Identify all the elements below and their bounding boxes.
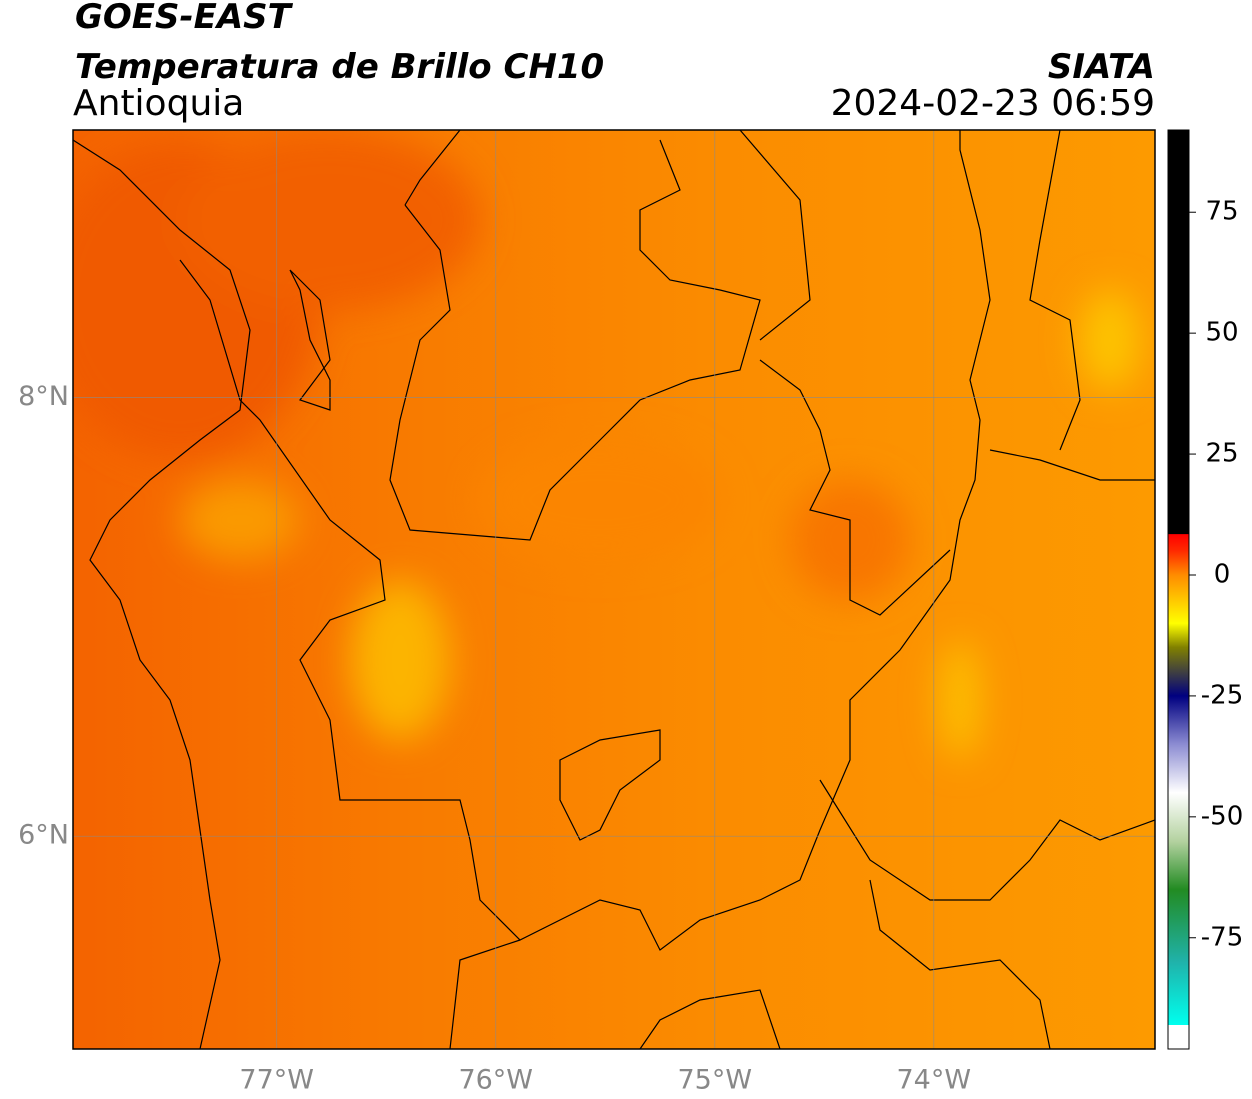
source: SIATA xyxy=(1048,47,1155,87)
colorbar-tick-label: 50 xyxy=(1205,318,1238,348)
lon-tick-label: 77°W xyxy=(239,1065,314,1096)
temperature-field xyxy=(73,130,1140,760)
grid xyxy=(73,130,1155,1049)
lon-tick-label: 74°W xyxy=(897,1065,972,1096)
lon-tick-label: 76°W xyxy=(458,1065,533,1096)
map-area xyxy=(73,130,1155,1049)
colorbar xyxy=(1167,129,1190,1050)
colorbar-tick-label: -75 xyxy=(1201,922,1243,952)
datetime: 2024-02-23 06:59 xyxy=(831,83,1155,124)
colorbar-tick-label: -25 xyxy=(1201,680,1243,710)
subtitle: Temperatura de Brillo CH10 xyxy=(75,47,604,87)
borders xyxy=(73,130,1155,1049)
colorbar-tick-label: -50 xyxy=(1201,801,1243,831)
lon-tick-label: 75°W xyxy=(677,1065,752,1096)
lat-tick-label: 6°N xyxy=(18,820,69,851)
colorbar-tick-label: 25 xyxy=(1205,439,1238,469)
region: Antioquia xyxy=(73,83,244,124)
title: GOES-EAST xyxy=(75,0,294,37)
colorbar-tick-label: 75 xyxy=(1205,197,1238,227)
lat-tick-label: 8°N xyxy=(18,381,69,412)
colorbar-tick-label: 0 xyxy=(1214,559,1231,589)
map-frame xyxy=(72,129,1156,1050)
